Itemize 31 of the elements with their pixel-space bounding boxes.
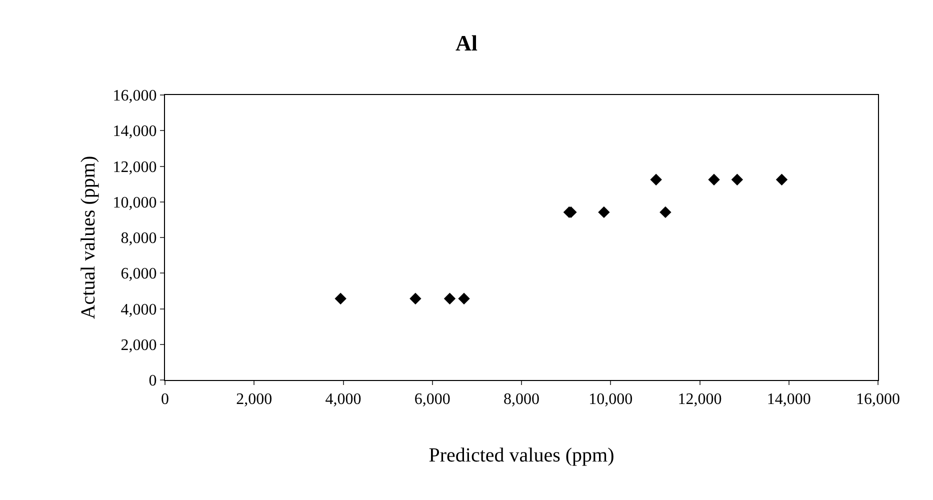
point [660,206,672,218]
point [650,174,662,186]
point [598,206,610,218]
x-tick-label: 14,000 [766,391,811,408]
chart-title: Al [456,30,478,56]
y-tick-label: 12,000 [112,158,157,176]
point [458,292,470,304]
y-tick-label: 6,000 [120,266,157,283]
x-tick-label: 8,000 [504,391,540,408]
point [444,292,456,304]
y-tick-label: 4,000 [120,301,157,318]
y-tick-label: 10,000 [112,194,157,212]
y-tick-label: 16,000 [112,88,157,105]
point [731,174,744,186]
point [776,174,788,186]
point [410,292,422,304]
x-tick-label: 12,000 [678,391,722,408]
y-tick-label: 0 [148,372,157,390]
y-tick-label: 8,000 [120,230,157,248]
x-tick-label: 0 [161,391,169,408]
y-tick-label: 2,000 [120,336,157,354]
x-tick-label: 4,000 [325,391,362,408]
y-tick-label: 14,000 [112,123,157,140]
x-tick-label: 6,000 [414,391,450,408]
x-tick-label: 10,000 [588,391,633,408]
point [334,292,346,304]
x-axis-title: Predicted values (ppm) [428,444,614,467]
point [708,174,720,186]
x-tick-label: 2,000 [236,391,272,408]
x-tick-label: 16,000 [856,391,900,408]
y-axis-title: Actual values (ppm) [77,156,100,320]
